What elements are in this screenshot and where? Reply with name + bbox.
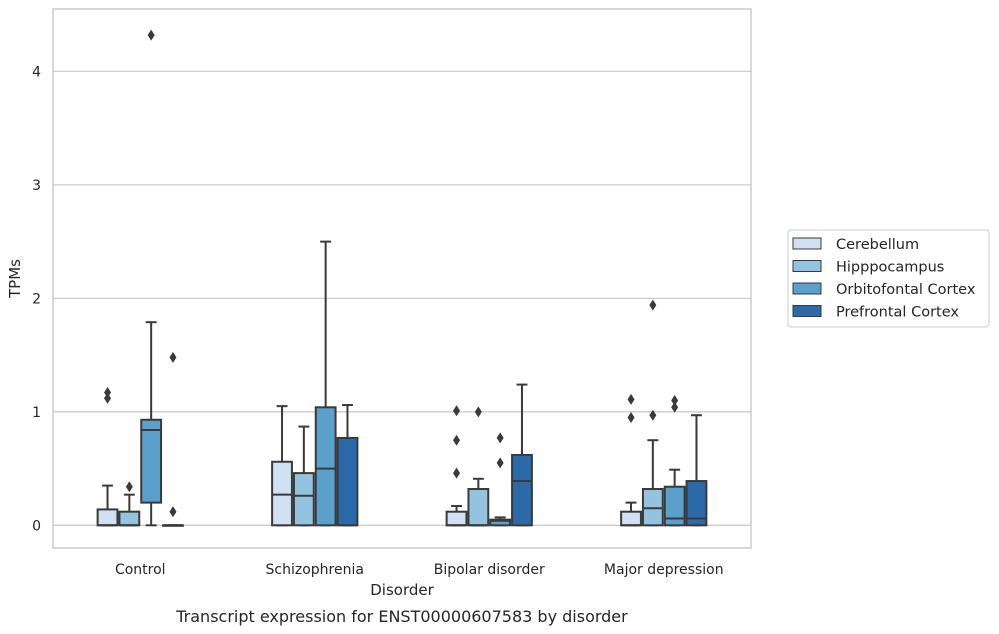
legend-label: Hipppocampus (836, 260, 944, 276)
box-body (314, 406, 337, 527)
outlier-marker (453, 467, 461, 479)
y-axis-label: TPMs (6, 259, 24, 299)
series-orbitofontal-cortex (140, 29, 686, 527)
outlier-marker (671, 401, 679, 413)
box-body (118, 510, 141, 527)
outlier-marker (147, 29, 155, 41)
x-tick-label: Major depression (604, 562, 724, 578)
legend-items: Cerebellum Hipppocampus Orbitofontal Corte… (792, 237, 976, 321)
box (292, 425, 315, 527)
box-body (467, 487, 490, 527)
legend-label: Orbitofontal Cortex (836, 282, 976, 298)
box-body (271, 460, 293, 527)
plot-frame (52, 8, 752, 549)
outlier-marker (671, 394, 679, 406)
box (685, 414, 708, 527)
series-cerebellum (96, 387, 642, 527)
x-axis-label: Disorder (370, 581, 434, 599)
legend-swatch (792, 260, 822, 272)
box-plot-series (96, 29, 708, 527)
box-body (336, 436, 359, 527)
x-tick-label: Bipolar disorder (434, 562, 545, 578)
box (445, 405, 468, 527)
outlier-marker (496, 457, 504, 469)
legend-label: Cerebellum (836, 237, 919, 253)
box (336, 404, 359, 527)
series-prefrontal-cortex (162, 351, 708, 527)
box (162, 351, 184, 527)
box-body (140, 418, 163, 504)
box (467, 406, 490, 527)
box (641, 299, 664, 527)
box-body (620, 510, 642, 527)
y-tick-label: 0 (32, 518, 41, 534)
box (96, 387, 119, 527)
legend: Cerebellum Hipppocampus Orbitofontal Corte… (787, 229, 990, 328)
outlier-marker (474, 406, 482, 418)
outlier-marker (649, 299, 657, 311)
box-body (292, 472, 315, 527)
outlier-marker (169, 351, 177, 363)
box (489, 432, 512, 527)
box-body (445, 510, 468, 527)
x-tick-label: Schizophrenia (266, 562, 364, 578)
box-body (511, 453, 533, 527)
outlier-marker (627, 412, 635, 424)
outlier-marker (104, 392, 112, 404)
box (620, 393, 642, 527)
box (118, 481, 141, 527)
series-hipppocampus (118, 299, 664, 527)
legend-swatch (792, 282, 822, 295)
x-tick-label: Control (115, 562, 166, 578)
legend-label: Prefrontal Cortex (836, 305, 959, 321)
box-body (96, 508, 119, 527)
outlier-marker (125, 481, 133, 493)
box (271, 405, 293, 527)
y-tick-label: 1 (32, 405, 41, 421)
box-body (641, 487, 664, 527)
outlier-marker (453, 434, 461, 446)
box (511, 383, 533, 527)
box (140, 29, 163, 527)
box-body (663, 485, 686, 527)
chart-caption: Transcript expression for ENST0000060758… (175, 607, 628, 626)
box (663, 394, 686, 527)
outlier-marker (627, 393, 635, 405)
outlier-marker (453, 405, 461, 417)
box (314, 240, 337, 527)
legend-swatch (792, 305, 822, 317)
outlier-marker (649, 409, 657, 421)
y-tick-label: 3 (32, 178, 41, 194)
legend-swatch (792, 237, 822, 250)
y-tick-label: 2 (32, 291, 41, 307)
box-body (489, 518, 512, 527)
legend-frame (787, 229, 990, 328)
y-axis-ticks: 0 1 2 3 4 (32, 64, 41, 534)
x-axis-ticks: Control Schizophrenia Bipolar disorder Majo… (115, 562, 724, 578)
outlier-marker (496, 432, 504, 444)
y-tick-label: 4 (32, 64, 41, 80)
box-body (685, 480, 708, 527)
outlier-marker (104, 387, 112, 399)
outlier-marker (169, 506, 177, 518)
